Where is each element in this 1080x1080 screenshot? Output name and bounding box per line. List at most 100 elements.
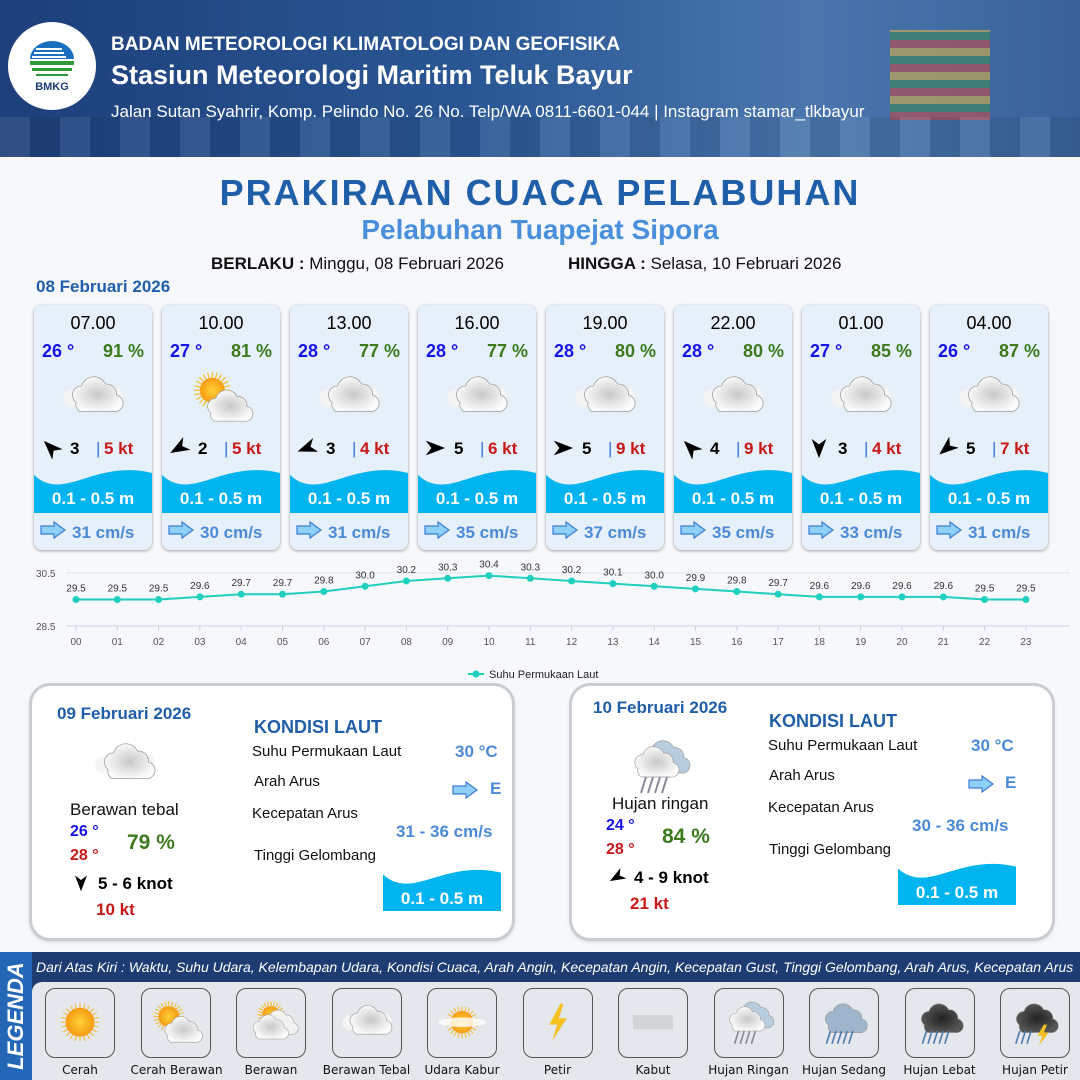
legend-item-label: Kabut [635,1063,671,1077]
data-point [774,590,782,598]
current-speed: 31 - 36 cm/s [396,822,493,841]
data-point [939,593,947,601]
x-tick-label: 08 [401,637,413,648]
legend-item-hujan-ringan: Hujan Ringan [704,988,794,1077]
wave-icon [546,463,664,513]
forecast-card-07.00: 07.00 26 ° 91 % 3 | 5 kt 0.1 - 0.5 m 31 … [34,305,152,550]
kabut-icon [625,1000,681,1046]
legend-item-hujan-sedang: Hujan Sedang [799,988,889,1077]
x-tick-label: 00 [70,637,82,648]
bmkg-logo: BMKG [8,22,96,110]
hujan-lebat-icon [912,1000,968,1046]
data-label: 30.1 [603,568,623,579]
data-label: 29.5 [1016,584,1036,595]
wave-height: 0.1 - 0.5 m [691,489,775,508]
wave-height: 0.1 - 0.5 m [563,489,647,508]
x-tick-label: 01 [112,637,124,648]
legend-icon-box [713,988,784,1058]
forecast-card-01.00: 01.00 27 ° 85 % 3 | 4 kt 0.1 - 0.5 m 33 … [802,305,920,550]
current-speed: 30 cm/s [200,522,263,542]
panel-date: 10 Februari 2026 [593,698,728,717]
legend-icon-box [236,988,306,1058]
station-address: Jalan Sutan Syahrir, Komp. Pelindo No. 2… [111,102,865,121]
legend-item-cerah-berawan: Cerah Berawan [131,988,223,1077]
forecast-time: 04.00 [966,313,1012,333]
wind-direction-icon [72,874,90,892]
current-direction: E [1005,773,1017,792]
wind-speed: 5 [966,439,976,458]
berawan-tebal-icon [339,1000,395,1046]
separator: | [736,439,741,458]
valid-to-label: HINGGA : [568,254,646,273]
sst-value: 30 °C [455,742,498,761]
udara-kabur-icon [434,1000,490,1046]
legend-item-label: Berawan [244,1063,298,1077]
legend-item-label: Berawan Tebal [322,1063,411,1077]
x-tick-label: 20 [896,637,908,648]
current-speed: 31 cm/s [968,522,1031,542]
x-tick-label: 15 [690,637,702,648]
wind-direction-icon [40,437,63,460]
current-speed: 35 cm/s [456,522,519,542]
separator: | [224,439,229,458]
x-tick-label: 06 [318,637,330,648]
x-tick-label: 19 [855,637,867,648]
data-point [402,577,410,585]
logo-text: BMKG [35,81,69,93]
page-title: PRAKIRAAN CUACA PELABUHAN [219,172,861,213]
legend-item-cerah: Cerah [35,988,125,1077]
legend-icon-box [618,988,688,1058]
wind-speed: 5 - 6 knot [98,874,173,893]
wave-height: 0.1 - 0.5 m [51,489,135,508]
sea-condition-title: KONDISI LAUT [769,711,897,731]
humidity: 80 % [614,341,656,361]
data-point [320,588,328,596]
gust-speed: 4 kt [360,439,390,458]
berawan-tebal-icon [58,371,128,425]
valid-from: BERLAKU : Minggu, 08 Februari 2026 [211,254,504,274]
data-point [568,577,576,585]
separator: | [352,439,357,458]
gust-speed: 5 kt [232,439,262,458]
forecast-card-13.00: 13.00 28 ° 77 % 3 | 4 kt 0.1 - 0.5 m 31 … [290,305,408,550]
current: 31 cm/s [40,520,146,544]
legend-item-label: Cerah [62,1063,98,1077]
legend-items: Cerah Cerah Berawan Berawan Berawan Tebal Ud… [32,982,1080,1080]
air-temperature: 26 ° [938,341,971,361]
daily-forecast-panel: 09 Februari 2026 Berawan tebal 26 ° 28 °… [32,686,512,938]
wave-icon [930,463,1048,513]
daily-forecast-panel: 10 Februari 2026 Hujan ringan 24 ° 28 ° … [572,686,1052,938]
data-point [361,582,369,590]
berawan-tebal-icon [826,371,896,425]
valid-to-value: Selasa, 10 Februari 2026 [650,254,842,273]
wave-icon [290,463,408,513]
separator: | [480,439,485,458]
legend-title: LEGENDA [0,952,32,1080]
wave-height: 0.1 - 0.5 m [435,489,519,508]
sea-condition-title: KONDISI LAUT [254,717,382,737]
wave-height: 0.1 - 0.5 m [915,883,999,902]
data-label: 30.2 [562,565,582,576]
separator: | [864,439,869,458]
station-name: Stasiun Meteorologi Maritim Teluk Bayur [111,60,633,90]
wind-speed: 4 [710,439,720,458]
data-point [279,590,286,598]
legend-marker [472,670,480,678]
temp-max: 28 ° [70,847,99,864]
series-line [76,574,1026,601]
panel-date: 09 Februari 2026 [57,704,192,723]
gust-speed: 7 kt [1000,439,1030,458]
day0-date: 08 Februari 2026 [36,277,171,296]
wind-direction-icon [552,437,574,459]
wave-icon [34,463,152,513]
x-tick-label: 10 [483,637,495,648]
hujan-ringan-icon [721,1000,777,1046]
data-label: 29.6 [851,581,871,592]
gust-speed: 10 kt [96,900,135,919]
x-tick-label: 04 [236,637,248,648]
berawan-tebal-icon [698,371,768,425]
current-direction-label: Arah Arus [254,773,320,790]
data-label: 29.6 [810,581,830,592]
wind-direction-icon [808,437,830,459]
wind-direction-icon [608,868,627,886]
